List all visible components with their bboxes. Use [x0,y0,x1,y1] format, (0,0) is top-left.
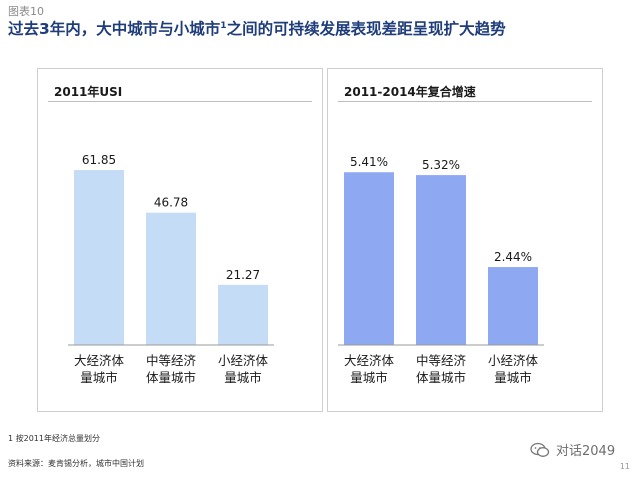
chart-title-usi: 2011年USI [54,85,123,99]
chart-header-growth: 2011-2014年复合增速 [338,75,592,102]
category-label-0: 大经济体 [74,353,125,368]
bar-0 [74,170,124,345]
data-label-2: 2.44% [494,250,532,264]
data-label-1: 46.78 [154,196,188,210]
chart-header-usi: 2011年USI [48,75,312,102]
bar-1 [416,175,466,345]
category-label-1: 体量城市 [416,370,466,385]
data-label-0: 61.85 [82,153,116,167]
bar-2 [488,267,538,345]
category-label-2: 量城市 [224,370,262,385]
category-label-2: 量城市 [494,370,532,385]
watermark-text: 对话2049 [556,444,616,459]
wechat-icon [530,442,550,457]
bar-2 [218,284,268,345]
category-label-1: 中等经济 [146,353,197,368]
category-label-1: 体量城市 [146,370,196,385]
bar-1 [146,212,196,345]
chart-panel-growth: 2011-2014年复合增速 5.41% 大经济体量城市 5.32% 中等经济体量城市… [327,68,603,412]
data-label-2: 21.27 [226,268,260,282]
page-title: 过去3年内，大中城市与小城市1之间的可持续发展表现差距呈现扩大趋势 [8,17,506,39]
data-label-1: 5.32% [422,158,460,172]
bar-0 [344,172,394,345]
category-label-2: 小经济体 [488,353,539,368]
footnote: 1 按2011年经济总量划分 [8,434,100,443]
chart-title-growth: 2011-2014年复合增速 [344,85,476,99]
source-note: 资料来源：麦肯锡分析，城市中国计划 [8,459,144,468]
category-label-0: 量城市 [80,370,118,385]
data-label-0: 5.41% [350,155,388,169]
watermark: 对话2049 [530,440,615,459]
chart-panel-usi: 2011年USI 61.85 大经济体量城市 46.78 中等经济体量城市 21.27 小… [37,68,323,412]
title-footnote-ref: 1 [220,20,227,31]
category-label-2: 小经济体 [218,353,269,368]
page-number: 11 [619,462,630,471]
figure-label: 图表10 [8,5,44,18]
category-label-0: 大经济体 [344,353,395,368]
title-rest: 之间的可持续发展表现差距呈现扩大趋势 [226,20,506,38]
category-label-1: 中等经济 [416,353,467,368]
category-label-0: 量城市 [350,370,388,385]
title-main: 过去3年内，大中城市与小城市 [8,20,221,38]
